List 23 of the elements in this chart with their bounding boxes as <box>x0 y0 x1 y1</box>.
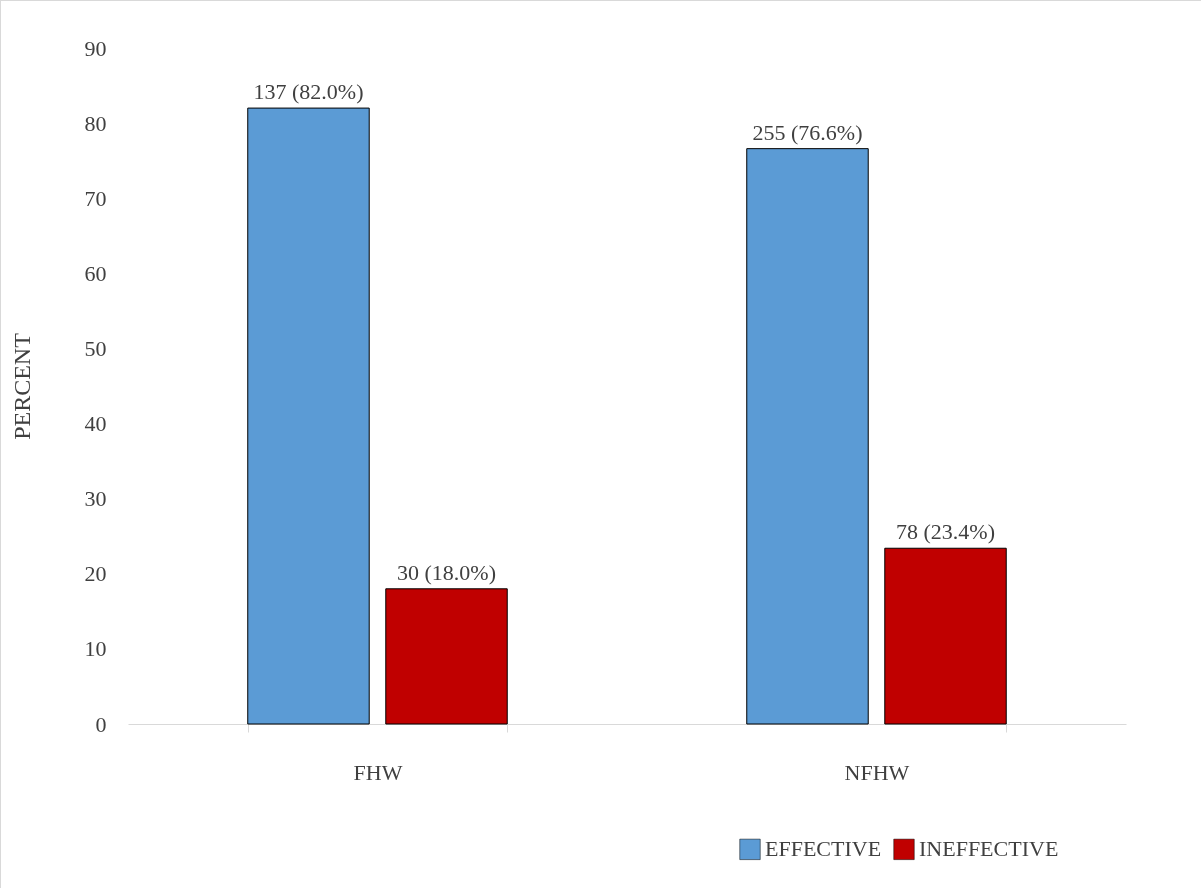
y-tick-label: 20 <box>84 561 107 587</box>
data-label: 137 (82.0%) <box>253 79 364 105</box>
x-tick-label: NFHW <box>844 759 910 785</box>
legend-label: EFFECTIVE <box>765 836 882 862</box>
y-tick-label: 0 <box>95 711 107 737</box>
x-tick-label: FHW <box>353 759 403 785</box>
y-tick-label: 50 <box>84 335 107 361</box>
data-label: 255 (76.6%) <box>752 119 863 145</box>
y-tick-label: 60 <box>84 260 107 286</box>
bar <box>746 148 869 725</box>
y-tick-label: 90 <box>84 35 107 61</box>
data-label: 78 (23.4%) <box>896 519 995 545</box>
legend-label: INEFFECTIVE <box>919 836 1059 862</box>
y-tick-label: 70 <box>84 185 107 211</box>
bar <box>884 547 1007 725</box>
y-tick-label: 80 <box>84 110 107 136</box>
bar <box>385 588 508 725</box>
y-tick-label: 30 <box>84 486 107 512</box>
data-label: 30 (18.0%) <box>397 559 496 585</box>
y-axis-title: PERCENT <box>8 332 35 440</box>
y-tick-label: 40 <box>84 411 107 437</box>
y-tick-label: 10 <box>84 636 107 662</box>
bar <box>247 107 370 725</box>
